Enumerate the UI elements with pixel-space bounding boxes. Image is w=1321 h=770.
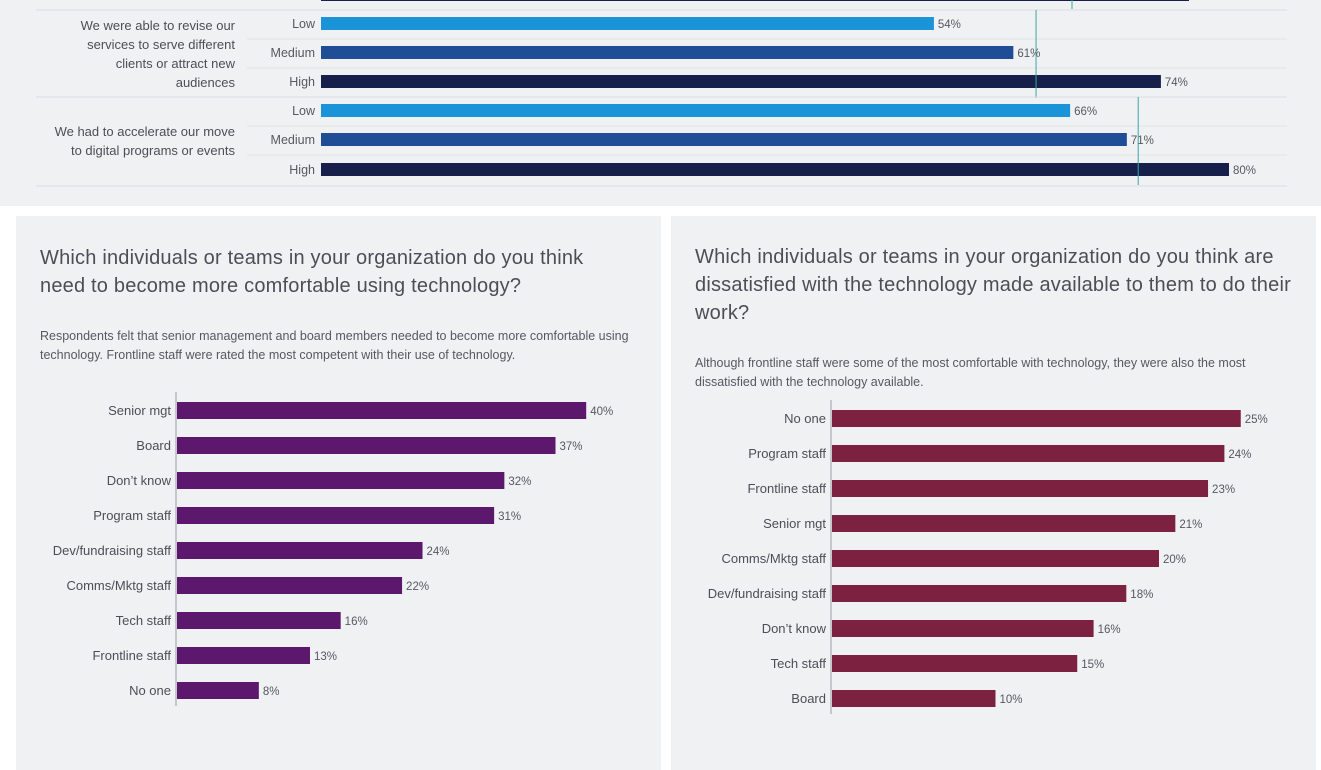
bar	[321, 17, 934, 30]
category-label: Frontline staff	[747, 481, 826, 496]
category-label: Don’t know	[762, 621, 827, 636]
category-label: Senior mgt	[108, 403, 171, 418]
value-label: 18%	[1130, 589, 1153, 601]
bar-cropped	[321, 0, 1189, 1]
value-label: 20%	[1163, 554, 1186, 566]
right-bar-chart: No one 25% Program staff 24% Frontline staff…	[708, 400, 1268, 714]
bar	[177, 472, 505, 489]
category-label: Senior mgt	[763, 516, 826, 531]
value-label: 66%	[1074, 106, 1097, 118]
value-label: 8%	[263, 686, 280, 698]
category-label: Board	[791, 691, 826, 706]
value-label: 23%	[1212, 484, 1235, 496]
right-chart-description: Although frontline staff were some of th…	[695, 356, 1246, 389]
level-label: High	[289, 75, 315, 89]
bar	[832, 655, 1078, 672]
right-chart-title: Which individuals or teams in your organ…	[695, 246, 1291, 324]
question-label-line: services to serve different	[87, 37, 235, 52]
right-chart-panel: Which individuals or teams in your organ…	[671, 216, 1316, 770]
value-label: 13%	[314, 651, 337, 663]
category-label: No one	[129, 683, 171, 698]
category-label: Tech staff	[116, 613, 172, 628]
left-chart-panel: Which individuals or teams in your organ…	[16, 216, 661, 770]
value-label: 22%	[406, 581, 429, 593]
value-label: 61%	[1017, 48, 1040, 60]
bar	[832, 620, 1094, 637]
question-label-line: audiences	[176, 75, 236, 90]
level-label: High	[289, 163, 315, 177]
bar	[177, 437, 556, 454]
bar	[177, 577, 403, 594]
bar	[177, 682, 259, 699]
category-label: No one	[784, 411, 826, 426]
value-label: 71%	[1131, 135, 1154, 147]
value-label: 40%	[590, 406, 613, 418]
value-label: 54%	[938, 19, 961, 31]
level-label: Medium	[271, 133, 315, 147]
value-label: 15%	[1081, 659, 1104, 671]
value-label: 24%	[1228, 449, 1251, 461]
level-label: Low	[292, 17, 316, 31]
bar	[832, 445, 1225, 462]
category-label: Frontline staff	[92, 648, 171, 663]
bar	[832, 480, 1209, 497]
level-label: Low	[292, 104, 316, 118]
question-label-line: We were able to revise our	[81, 18, 236, 33]
bar	[832, 550, 1159, 567]
value-label: 80%	[1233, 165, 1256, 177]
category-label: Dev/fundraising staff	[708, 586, 827, 601]
category-label: Board	[136, 438, 171, 453]
left-chart-description: Respondents felt that senior management …	[40, 329, 629, 362]
question-label-line: to digital programs or events	[71, 143, 236, 158]
bar	[321, 133, 1127, 146]
category-label: Program staff	[748, 446, 826, 461]
bar	[321, 104, 1071, 117]
value-label: 37%	[560, 441, 583, 453]
bar	[177, 647, 310, 664]
bar	[321, 75, 1161, 88]
category-label: Tech staff	[771, 656, 827, 671]
top-chart-panel: We were able to revise our services to se…	[0, 0, 1321, 206]
category-label: Don’t know	[107, 473, 172, 488]
value-label: 25%	[1245, 414, 1268, 426]
category-label: Comms/Mktg staff	[721, 551, 826, 566]
bar	[832, 515, 1176, 532]
category-label: Program staff	[93, 508, 171, 523]
bar	[321, 163, 1229, 176]
category-label: Dev/fundraising staff	[53, 543, 172, 558]
level-label: Medium	[271, 46, 315, 60]
top-grouped-bar-chart: We were able to revise our services to se…	[36, 0, 1287, 187]
category-label: Comms/Mktg staff	[66, 578, 171, 593]
value-label: 16%	[345, 616, 368, 628]
left-bar-chart: Senior mgt 40% Board 37% Don’t know 32% Progra…	[53, 392, 613, 706]
bar	[177, 612, 341, 629]
question-label-line: We had to accelerate our move	[55, 124, 235, 139]
bar	[177, 542, 423, 559]
value-label: 10%	[1000, 694, 1023, 706]
value-label: 32%	[508, 476, 531, 488]
bar	[321, 46, 1014, 59]
bar	[177, 507, 495, 524]
value-label: 74%	[1165, 77, 1188, 89]
bar	[177, 402, 587, 419]
value-label: 31%	[498, 511, 521, 523]
value-label: 21%	[1179, 519, 1202, 531]
value-label: 24%	[427, 546, 450, 558]
left-chart-title: Which individuals or teams in your organ…	[40, 247, 584, 297]
question-label-line: clients or attract new	[116, 56, 236, 71]
value-label: 16%	[1098, 624, 1121, 636]
bar	[832, 690, 996, 707]
bar	[832, 585, 1127, 602]
bar	[832, 410, 1241, 427]
